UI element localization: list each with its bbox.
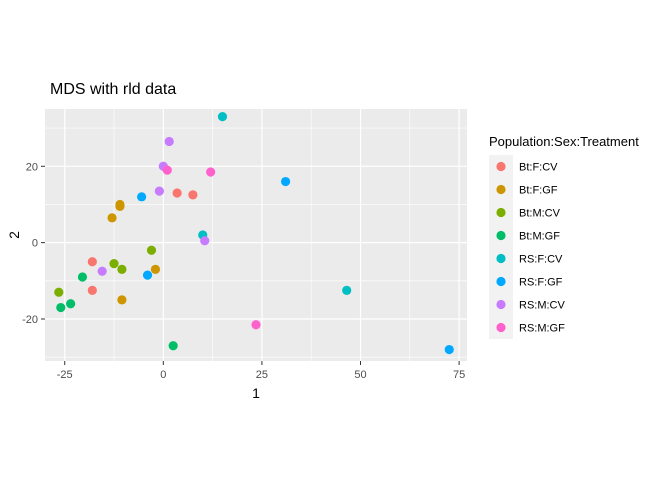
legend-key <box>496 276 506 287</box>
chart-title: MDS with rld data <box>50 81 176 98</box>
legend-key <box>496 253 506 264</box>
legend-label: RS:M:GF <box>519 323 565 335</box>
y-axis-ticks: -20 0 20 <box>22 161 45 326</box>
data-point <box>164 136 174 147</box>
data-point <box>342 285 352 295</box>
data-point <box>154 186 164 196</box>
data-point <box>142 270 153 280</box>
x-tick-label: 50 <box>354 369 366 381</box>
y-tick-label: 0 <box>32 238 38 250</box>
data-point <box>117 295 127 305</box>
data-point <box>150 264 161 274</box>
x-axis-title: 1 <box>252 385 260 401</box>
legend-key <box>496 299 506 310</box>
x-tick-label: -25 <box>57 369 73 381</box>
legend-label: RS:F:GF <box>519 277 563 289</box>
legend-label: Bt:F:GF <box>519 185 558 197</box>
legend-key <box>496 161 506 172</box>
data-point <box>109 259 119 269</box>
y-tick-label: 20 <box>26 161 38 173</box>
data-point <box>107 213 117 223</box>
legend-label: Bt:F:CV <box>519 162 558 174</box>
data-point <box>168 341 178 351</box>
data-point <box>146 245 157 255</box>
legend-key <box>496 207 506 218</box>
data-point <box>77 272 88 282</box>
x-tick-label: 75 <box>453 369 465 381</box>
data-point <box>97 266 107 276</box>
legend-label: Bt:M:CV <box>519 208 561 220</box>
data-point <box>188 190 198 200</box>
grid-minor <box>45 109 467 361</box>
data-point <box>251 320 261 330</box>
data-point <box>56 302 66 313</box>
data-point <box>54 287 64 297</box>
legend-label: Bt:M:GF <box>519 231 560 243</box>
legend-key-background <box>489 155 513 339</box>
data-points <box>54 112 454 355</box>
data-point <box>87 285 97 295</box>
data-point <box>66 299 76 309</box>
y-tick-label: -20 <box>22 314 38 326</box>
data-point <box>200 236 210 246</box>
legend-key <box>496 184 506 195</box>
y-axis-title: 2 <box>6 231 22 239</box>
legend-key <box>496 322 506 333</box>
x-tick-label: 0 <box>160 369 166 381</box>
x-tick-label: 25 <box>256 369 268 381</box>
legend-label: RS:F:CV <box>519 254 563 266</box>
data-point <box>280 176 291 187</box>
data-point <box>172 188 182 198</box>
x-axis-ticks: -25 0 25 50 75 <box>57 361 465 381</box>
data-point <box>162 165 172 175</box>
data-point <box>206 167 216 177</box>
data-point <box>117 264 127 274</box>
legend-label: RS:M:CV <box>519 300 566 312</box>
data-point <box>217 112 228 122</box>
legend-items: Bt:F:CV Bt:F:GF Bt:M:CV Bt:M:GF RS:F:CV RS:F:… <box>489 155 566 339</box>
legend: Population:Sex:Treatment Bt:F:CVBt:F:GFB… <box>489 134 639 339</box>
legend-title: Population:Sex:Treatment <box>489 134 639 149</box>
grid-major <box>45 109 467 361</box>
data-point <box>87 257 97 267</box>
data-point <box>137 192 147 202</box>
data-point <box>115 199 125 210</box>
legend-key <box>496 230 506 241</box>
data-point <box>444 344 454 355</box>
